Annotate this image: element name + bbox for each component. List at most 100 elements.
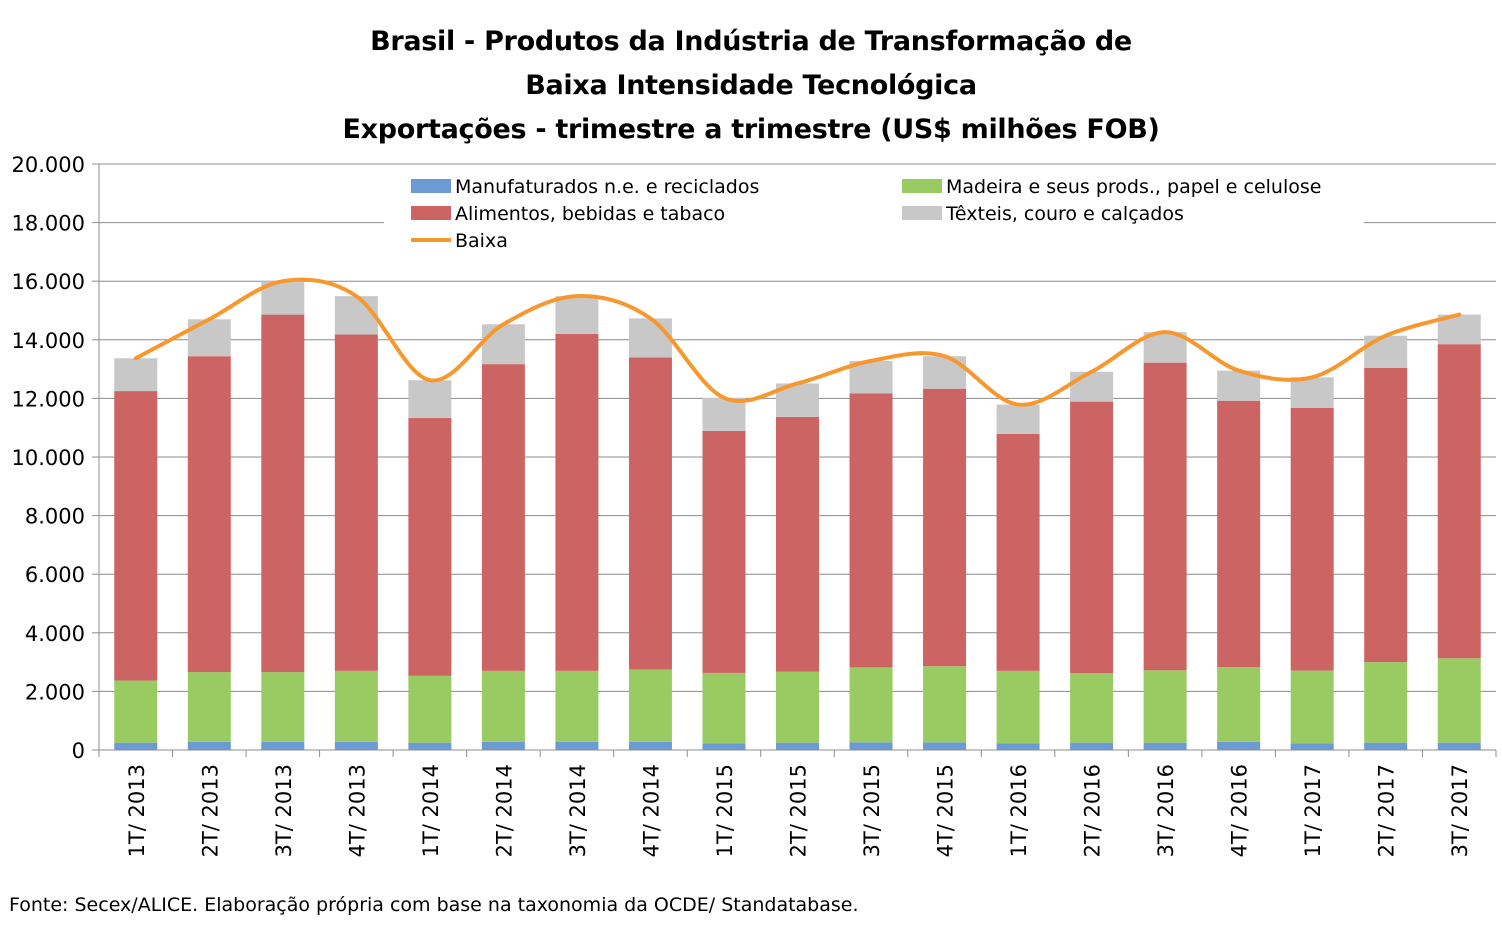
bar-segment-texteis (628, 318, 672, 358)
x-tick-label: 3T/ 2015 (860, 764, 884, 857)
bar-segment-alimentos (1364, 367, 1408, 663)
bar-segment-alimentos (702, 430, 746, 673)
x-tick-label: 2T/ 2015 (787, 764, 811, 857)
x-tick-label: 1T/ 2016 (1007, 764, 1031, 857)
y-tick-label: 6.000 (25, 563, 85, 587)
bar-segment-madeira (408, 675, 452, 743)
bar-segment-manufaturados (702, 743, 746, 750)
y-tick-label: 2.000 (25, 680, 85, 704)
y-tick-label: 0 (72, 739, 85, 763)
legend-swatch-madeira (902, 179, 942, 193)
legend-label-alimentos: Alimentos, bebidas e tabaco (455, 203, 725, 225)
x-tick-label: 4T/ 2014 (639, 764, 663, 857)
legend-background (384, 168, 1364, 260)
bar-segment-madeira (334, 670, 378, 742)
bar-segment-manufaturados (114, 742, 158, 750)
bar-segment-manufaturados (1217, 741, 1261, 750)
bar-segment-texteis (187, 319, 231, 357)
line-baixa (133, 277, 1462, 407)
bar-segment-manufaturados (996, 743, 1040, 750)
bar-segment-texteis (1364, 335, 1408, 368)
bar-segment-madeira (1437, 658, 1481, 743)
bar-segment-texteis (114, 358, 158, 392)
axes: 0 2.000 4.000 6.000 8.000 10.000 12.000 14.000 1… (12, 153, 1497, 857)
bar-segment-manufaturados (923, 742, 967, 750)
bar-segment-alimentos (849, 393, 893, 668)
bar-segment-alimentos (776, 416, 819, 672)
x-tick-label: 2T/ 2013 (198, 764, 222, 857)
bar-segment-manufaturados (408, 742, 452, 750)
bar-segment-madeira (261, 672, 305, 742)
bar-segment-manufaturados (481, 741, 525, 750)
bar-segment-madeira (1143, 670, 1187, 743)
legend-swatch-alimentos (411, 206, 451, 220)
bar-segment-madeira (1217, 667, 1261, 742)
bar-segment-texteis (996, 404, 1040, 434)
x-tick-label: 3T/ 2014 (566, 764, 590, 857)
bar-segment-manufaturados (555, 741, 599, 750)
x-tick-label: 3T/ 2013 (272, 764, 296, 857)
y-tick-label: 12.000 (12, 387, 85, 411)
bar-segment-texteis (1070, 371, 1114, 402)
bar-segment-manufaturados (261, 741, 305, 750)
y-tick-label: 10.000 (12, 446, 85, 470)
x-tick-label: 1T/ 2013 (125, 764, 149, 857)
x-tick-label: 1T/ 2017 (1301, 764, 1325, 857)
bar-segment-manufaturados (1143, 742, 1187, 750)
bar-segment-texteis (555, 296, 599, 334)
bar-segment-alimentos (628, 357, 672, 670)
bar-segment-texteis (702, 397, 746, 431)
y-tick-label: 20.000 (12, 153, 85, 177)
bar-segment-madeira (114, 680, 158, 743)
legend-label-manufaturados: Manufaturados n.e. e reciclados (455, 176, 759, 198)
chart-title-line-1: Brasil - Produtos da Indústria de Transf… (370, 26, 1132, 57)
bar-segment-texteis (1290, 377, 1334, 408)
legend-swatch-texteis (902, 206, 942, 220)
x-tick-label: 2T/ 2014 (492, 764, 516, 857)
legend-label-baixa: Baixa (455, 230, 508, 252)
bar-segment-madeira (1070, 673, 1114, 743)
bar-segment-texteis (408, 380, 452, 419)
line-series (133, 277, 1462, 407)
bar-segment-madeira (555, 670, 599, 742)
bar-segment-manufaturados (849, 742, 893, 750)
bar-segment-alimentos (1290, 407, 1334, 671)
bar-segment-alimentos (114, 391, 158, 681)
bar-segment-alimentos (1217, 400, 1261, 668)
bar-segment-alimentos (1437, 344, 1481, 659)
bar-segment-manufaturados (334, 741, 378, 750)
y-tick-label: 4.000 (25, 622, 85, 646)
chart-title-line-2: Baixa Intensidade Tecnológica (525, 70, 977, 101)
x-tick-label: 3T/ 2017 (1448, 764, 1472, 857)
bar-segment-madeira (1364, 662, 1408, 743)
bar-segment-alimentos (408, 418, 452, 676)
y-tick-label: 18.000 (12, 212, 85, 236)
x-tick-label: 2T/ 2017 (1375, 764, 1399, 857)
bar-segment-alimentos (261, 314, 305, 673)
bar-segment-manufaturados (1290, 743, 1334, 750)
bar-segment-madeira (187, 672, 231, 742)
bar-segment-madeira (776, 671, 819, 743)
bar-segment-madeira (481, 670, 525, 742)
y-tick-label: 8.000 (25, 505, 85, 529)
legend: Manufaturados n.e. e reciclados Madeira e… (384, 168, 1364, 260)
legend-swatch-manufaturados (411, 179, 451, 193)
chart-title: Brasil - Produtos da Indústria de Transf… (0, 20, 1502, 152)
bar-segment-madeira (996, 670, 1040, 744)
bar-segment-alimentos (334, 334, 378, 671)
bar-segment-manufaturados (187, 741, 231, 750)
y-tick-label: 16.000 (12, 270, 85, 294)
bar-segment-alimentos (996, 433, 1040, 671)
legend-label-texteis: Têxteis, couro e calçados (945, 203, 1184, 225)
bar-segment-manufaturados (1364, 742, 1408, 750)
x-tick-label: 3T/ 2016 (1154, 764, 1178, 857)
bar-segment-alimentos (1070, 401, 1114, 674)
x-tick-label: 2T/ 2016 (1081, 764, 1105, 857)
y-tick-label: 14.000 (12, 329, 85, 353)
bar-segment-texteis (481, 324, 525, 365)
x-tick-label: 1T/ 2014 (419, 764, 443, 857)
bar-segment-alimentos (923, 388, 967, 667)
source-note: Fonte: Secex/ALICE. Elaboração própria c… (9, 894, 859, 916)
bar-segment-madeira (702, 672, 746, 744)
